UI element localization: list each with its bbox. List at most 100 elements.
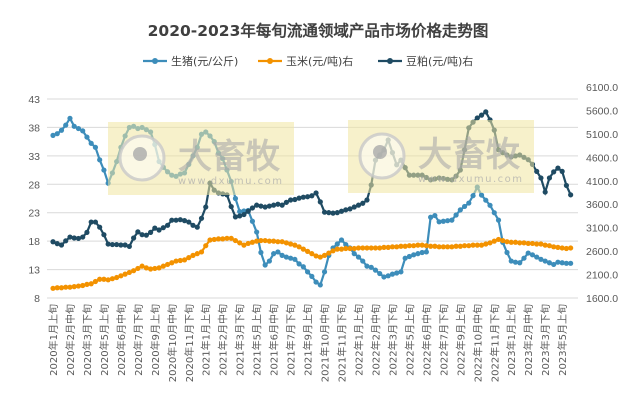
data-point [186,255,192,261]
x-tick-label: 2022年2月中旬 [369,304,382,376]
data-point [147,229,154,235]
data-point [440,244,446,250]
data-point [555,259,561,265]
data-point [135,229,141,235]
data-point [466,243,472,249]
data-point [364,263,370,269]
watermark-url: www.dxumu.com [178,176,284,187]
left-tick-label: 38 [28,122,40,134]
data-point [508,258,514,264]
data-point [101,167,107,173]
data-point [313,253,319,259]
data-point [415,242,421,248]
x-tick-label: 2020年11月下旬 [183,304,196,382]
data-point [568,260,574,266]
data-point [321,252,328,258]
data-point [292,242,298,248]
data-point [449,217,455,223]
right-tick-label: 4100.0 [586,176,618,188]
data-point [67,115,73,121]
x-tick-label: 2022年1月上旬 [352,304,365,376]
data-point [419,242,425,248]
data-point [249,239,256,245]
data-point [58,127,65,133]
data-point [321,209,328,215]
data-point [483,109,489,115]
data-point [258,237,264,244]
data-point [63,122,69,128]
series-1 [50,235,574,291]
data-point [385,273,391,279]
data-point [351,204,357,210]
data-point [551,261,557,268]
data-point [80,234,86,240]
data-point [152,225,158,231]
data-point [131,268,137,274]
data-point [109,276,116,282]
data-point [317,199,323,205]
data-point [453,243,459,249]
data-point [105,277,111,283]
data-point [483,197,489,203]
watermark-url: www.dxumu.com [418,174,524,185]
data-point [143,265,149,271]
data-point [309,193,315,199]
data-point [249,205,256,211]
data-point [495,217,502,223]
data-point [381,274,387,280]
data-point [411,243,417,249]
data-point [266,258,272,264]
data-point [334,246,340,252]
data-point [534,254,540,260]
data-point [283,199,289,205]
data-point [92,144,99,150]
data-point [54,241,60,247]
data-point [343,245,349,252]
data-point [300,194,306,200]
data-point [203,204,209,210]
data-point [122,242,128,248]
data-point [186,219,192,225]
data-point [54,285,60,291]
data-point [296,195,302,201]
data-point [304,248,311,254]
data-point [177,217,183,223]
data-point [538,256,544,262]
data-point [432,243,438,249]
left-tick-label: 33 [28,151,40,163]
data-point [568,192,574,198]
watermark-brand: 大畜牧 [178,137,281,177]
x-tick-label: 2021年1月上旬 [200,304,213,376]
data-point [67,284,73,290]
data-point [542,258,548,264]
x-tick-label: 2023年5月上旬 [556,304,569,376]
data-point [495,236,502,243]
data-point [75,125,82,132]
data-point [220,236,226,242]
data-point [457,243,463,249]
data-point [304,194,311,200]
data-point [160,225,166,231]
data-point [474,242,480,248]
data-point [317,254,323,260]
data-point [461,243,468,249]
data-point [50,285,56,291]
data-point [461,203,468,210]
data-point [368,264,374,270]
x-tick-label: 2021年2月中旬 [217,304,230,376]
data-point [203,243,209,249]
data-point [215,236,222,242]
x-tick-label: 2021年7月下旬 [285,304,298,376]
legend-marker [267,58,273,64]
data-point [534,241,540,247]
data-point [542,189,548,195]
data-point [67,234,73,240]
data-point [389,244,396,250]
data-point [525,240,531,247]
data-point [97,224,103,230]
data-point [262,237,268,244]
data-point [232,195,239,202]
data-point [436,244,442,250]
